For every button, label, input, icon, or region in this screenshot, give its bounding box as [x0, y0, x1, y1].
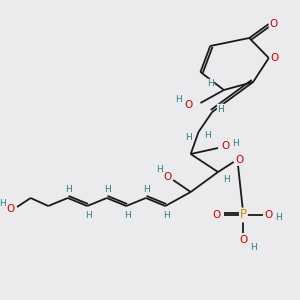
Text: H: H — [275, 212, 282, 221]
Text: H: H — [224, 175, 230, 184]
Text: H: H — [163, 211, 170, 220]
Text: O: O — [163, 172, 171, 182]
Text: H: H — [65, 184, 72, 194]
Text: H: H — [185, 134, 192, 142]
Text: H: H — [250, 244, 256, 253]
Text: O: O — [184, 100, 193, 110]
Text: H: H — [204, 130, 211, 140]
Text: O: O — [222, 141, 230, 151]
Text: H: H — [156, 166, 163, 175]
Text: H: H — [143, 184, 150, 194]
Text: H: H — [218, 104, 224, 113]
Text: H: H — [176, 94, 182, 103]
Text: O: O — [265, 210, 273, 220]
Text: O: O — [239, 235, 247, 245]
Text: O: O — [269, 19, 278, 29]
Text: H: H — [232, 140, 239, 148]
Text: H: H — [104, 184, 111, 194]
Text: O: O — [271, 53, 279, 63]
Text: O: O — [236, 155, 244, 165]
Text: H: H — [85, 211, 92, 220]
Text: O: O — [212, 210, 220, 220]
Text: P: P — [240, 208, 247, 221]
Text: O: O — [6, 204, 14, 214]
Text: H: H — [124, 211, 131, 220]
Text: H: H — [207, 80, 214, 88]
Text: H: H — [0, 199, 6, 208]
